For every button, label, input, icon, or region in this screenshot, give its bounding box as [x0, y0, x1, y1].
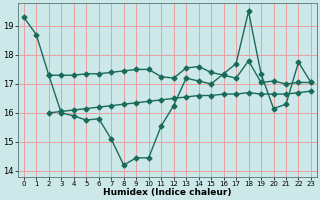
- X-axis label: Humidex (Indice chaleur): Humidex (Indice chaleur): [103, 188, 232, 197]
